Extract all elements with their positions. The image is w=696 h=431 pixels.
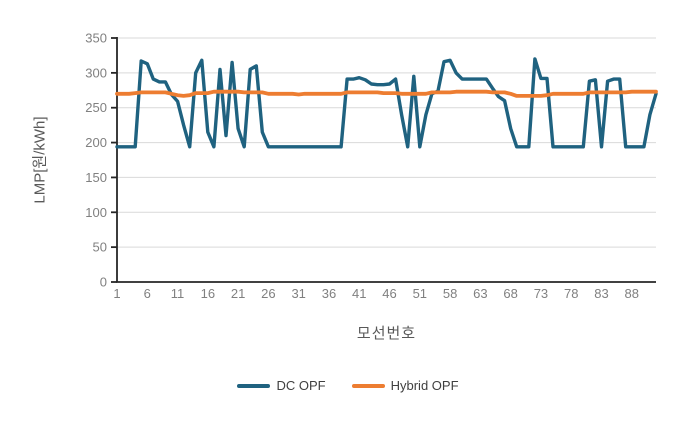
y-tick-label: 200 [85,135,107,150]
legend-label-dc-opf: DC OPF [276,378,326,393]
y-tick-label: 50 [93,240,107,255]
y-tick-label: 0 [100,275,107,290]
legend-line-swatch-hybrid-opf [351,383,385,388]
x-tick-label: 78 [564,286,578,301]
y-axis-title: LMP[원/kWh] [31,116,49,204]
x-tick-label: 21 [231,286,245,301]
x-axis-title: 모선번호 [356,325,417,342]
x-tick-label: 51 [413,286,427,301]
x-tick-label: 46 [382,286,396,301]
x-tick-label: 11 [171,286,185,301]
series-line-dc-opf [115,57,658,149]
x-tick-label: 73 [534,286,548,301]
x-tick-label: 63 [473,286,487,301]
legend-item-hybrid-opf: Hybrid OPF [351,378,459,393]
legend-line-swatch-dc-opf [237,383,271,388]
y-tick-label: 100 [85,205,107,220]
legend-item-dc-opf: DC OPF [237,378,326,393]
x-tick-label: 26 [261,286,275,301]
x-tick-label: 41 [352,286,366,301]
y-tick-label: 300 [85,65,107,80]
legend: DC OPF Hybrid OPF [0,378,696,393]
x-tick-label: 1 [113,286,120,301]
series-line-hybrid-opf [115,89,658,98]
x-tick-label: 16 [201,286,215,301]
x-tick-label: 31 [291,286,305,301]
x-tick-label: 68 [503,286,517,301]
x-tick-label: 58 [443,286,457,301]
y-tick-label: 150 [85,170,107,185]
x-tick-label: 36 [322,286,336,301]
y-tick-label: 350 [85,31,107,46]
x-tick-label: 83 [594,286,608,301]
x-tick-label: 6 [144,286,151,301]
y-tick-label: 250 [85,100,107,115]
legend-label-hybrid-opf: Hybrid OPF [390,378,459,393]
x-tick-label: 88 [625,286,639,301]
